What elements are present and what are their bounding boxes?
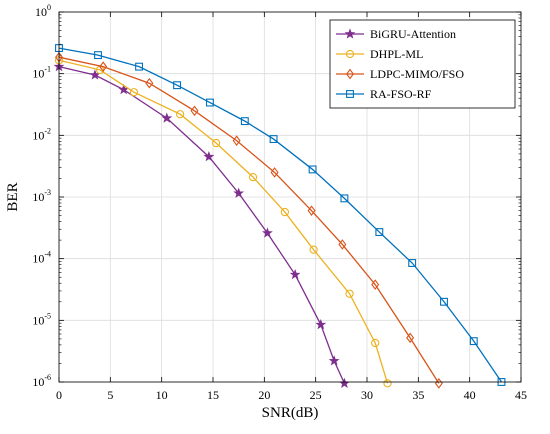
x-tick-label: 30 <box>361 388 373 402</box>
data-point <box>205 98 214 107</box>
data-point <box>248 172 258 182</box>
series-line <box>58 47 503 383</box>
data-point <box>308 165 317 174</box>
data-point <box>135 62 144 71</box>
x-tick-label: 25 <box>310 388 322 402</box>
data-point <box>345 49 355 59</box>
x-axis-label: SNR(dB) <box>262 405 319 421</box>
legend-label: BiGRU-Attention <box>370 27 456 41</box>
y-tick-label: 100 <box>35 3 51 19</box>
data-point <box>99 61 108 72</box>
data-point <box>315 319 327 330</box>
data-point <box>371 279 380 290</box>
data-point <box>175 110 185 119</box>
legend-label: LDPC-MIMO/FSO <box>370 67 464 81</box>
data-point <box>440 297 448 306</box>
x-tick-label: 10 <box>156 388 168 402</box>
data-point <box>307 205 316 216</box>
x-tick-label: 40 <box>464 388 476 402</box>
axis-ticks: 0 5 10 15 20 25 30 35 40 45 10-6 10-5 10-4 10-3 10-2 10… <box>32 3 527 402</box>
data-point <box>89 69 101 80</box>
y-tick-label: 10-2 <box>32 126 51 142</box>
data-point <box>339 377 350 388</box>
x-tick-label: 5 <box>107 388 113 402</box>
data-point <box>280 207 290 217</box>
legend-label: DHPL-ML <box>370 47 423 61</box>
data-point <box>190 105 199 117</box>
data-point <box>233 187 245 198</box>
data-point <box>371 338 380 348</box>
data-point <box>173 81 182 90</box>
series-ra-fso-rf <box>55 44 506 386</box>
data-point <box>94 51 102 60</box>
data-point <box>129 88 139 97</box>
data-point <box>232 135 241 146</box>
data-point <box>346 68 354 80</box>
series-line <box>58 56 440 384</box>
legend-item: LDPC-MIMO/FSO <box>336 67 464 81</box>
y-tick-label: 10-3 <box>32 188 51 204</box>
data-point <box>309 245 318 254</box>
y-tick-label: 10-5 <box>32 311 51 327</box>
data-point <box>203 151 215 162</box>
series-line <box>58 66 346 384</box>
legend-label: RA-FSO-RF <box>370 87 432 101</box>
y-axis-label: BER <box>5 182 21 211</box>
data-point <box>211 138 221 148</box>
data-point <box>406 332 415 344</box>
y-tick-label: 10-6 <box>32 373 51 389</box>
data-point <box>383 379 392 388</box>
series-line <box>58 59 389 384</box>
legend-item: RA-FSO-RF <box>336 87 432 101</box>
data-point <box>269 135 278 144</box>
data-point <box>289 269 301 280</box>
y-tick-label: 10-1 <box>32 65 51 81</box>
data-point <box>408 259 417 267</box>
data-point <box>469 337 478 346</box>
y-tick-label: 10-4 <box>32 250 51 266</box>
data-point <box>346 90 354 98</box>
x-tick-label: 20 <box>258 388 270 402</box>
legend: BiGRU-Attention DHPL-ML LDPC-MIMO/FSO RA-FS… <box>329 19 516 109</box>
x-tick-label: 0 <box>56 388 62 402</box>
legend-item: DHPL-ML <box>336 47 423 61</box>
data-point <box>345 289 354 298</box>
series-dhpl-ml <box>54 56 392 388</box>
data-point <box>262 227 273 238</box>
legend-item: BiGRU-Attention <box>336 27 456 41</box>
legend-box <box>329 19 516 109</box>
series-bigru-attention <box>53 60 350 388</box>
data-point <box>270 167 279 178</box>
x-tick-label: 15 <box>207 388 219 402</box>
data-point <box>145 77 154 89</box>
x-tick-label: 45 <box>515 388 527 402</box>
data-point <box>161 112 173 123</box>
data-point <box>328 355 340 366</box>
data-point <box>340 194 349 203</box>
data-point <box>338 239 347 250</box>
data-point <box>375 228 384 237</box>
x-tick-label: 35 <box>412 388 424 402</box>
data-point <box>240 117 249 126</box>
data-point <box>344 28 356 39</box>
